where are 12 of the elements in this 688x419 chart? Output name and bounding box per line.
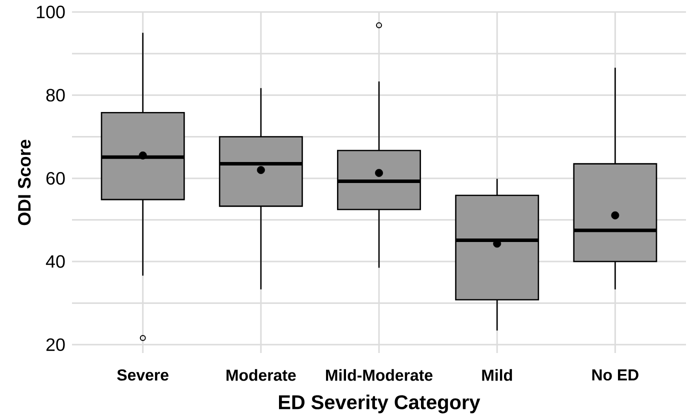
x-tick-label: Mild-Moderate — [326, 369, 432, 381]
y-tick-label: 100 — [36, 6, 65, 18]
y-tick-label: 40 — [46, 255, 65, 268]
x-tick-label: No ED — [592, 369, 638, 381]
y-axis-title: ODI Score — [18, 140, 31, 226]
y-tick-label: 60 — [46, 172, 65, 185]
y-tick-label: 20 — [46, 338, 65, 352]
x-tick-label: Severe — [117, 369, 168, 381]
x-tick-label: Mild — [482, 369, 512, 381]
x-tick-label: Moderate — [226, 369, 296, 381]
y-tick-label: 80 — [46, 88, 65, 102]
x-axis-title: ED Severity Category — [279, 394, 480, 414]
